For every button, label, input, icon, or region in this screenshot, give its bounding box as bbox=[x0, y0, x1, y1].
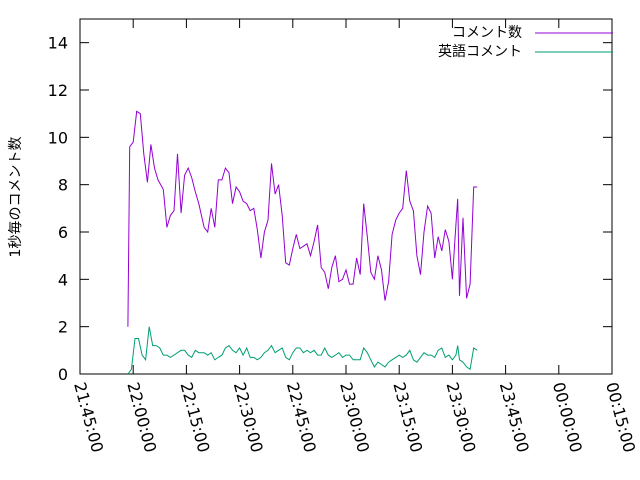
x-tick-label: 23:15:00 bbox=[389, 380, 426, 454]
series-group bbox=[127, 110, 478, 375]
y-tick-label: 12 bbox=[48, 81, 68, 100]
legend-label-comment-count: コメント数 bbox=[452, 25, 522, 41]
x-tick-label: 22:00:00 bbox=[123, 380, 160, 454]
y-axis-label: 1秒毎のコメント数 bbox=[8, 137, 24, 258]
x-tick-label: 22:15:00 bbox=[177, 380, 214, 454]
x-tick-label: 23:00:00 bbox=[336, 380, 373, 454]
axes: 0 2 4 6 8 10 12 14 21:45:00 22:00:00 22:15:00 22:30… bbox=[48, 18, 639, 454]
x-tick-label: 00:15:00 bbox=[602, 380, 639, 454]
y-tick-label: 0 bbox=[58, 365, 68, 384]
y-tick-label: 6 bbox=[58, 223, 68, 242]
x-tick-label: 23:45:00 bbox=[496, 380, 533, 454]
legend-label-english-comment: 英語コメント bbox=[438, 43, 522, 60]
legend: コメント数 英語コメント bbox=[438, 25, 613, 60]
series-line-1 bbox=[127, 326, 478, 375]
y-tick-label: 4 bbox=[58, 270, 68, 289]
x-tick-label: 22:30:00 bbox=[230, 380, 267, 454]
y-tick-label: 10 bbox=[48, 128, 68, 147]
x-tick-label: 22:45:00 bbox=[283, 380, 320, 454]
y-tick-label: 8 bbox=[58, 176, 68, 195]
x-tick-label: 21:45:00 bbox=[70, 380, 107, 454]
series-line-0 bbox=[127, 110, 478, 327]
x-tick-label: 23:30:00 bbox=[443, 380, 480, 454]
y-tick-label: 2 bbox=[58, 318, 68, 337]
plot-frame bbox=[79, 18, 613, 375]
x-tick-label: 00:00:00 bbox=[549, 380, 586, 454]
y-tick-label: 14 bbox=[48, 34, 68, 53]
